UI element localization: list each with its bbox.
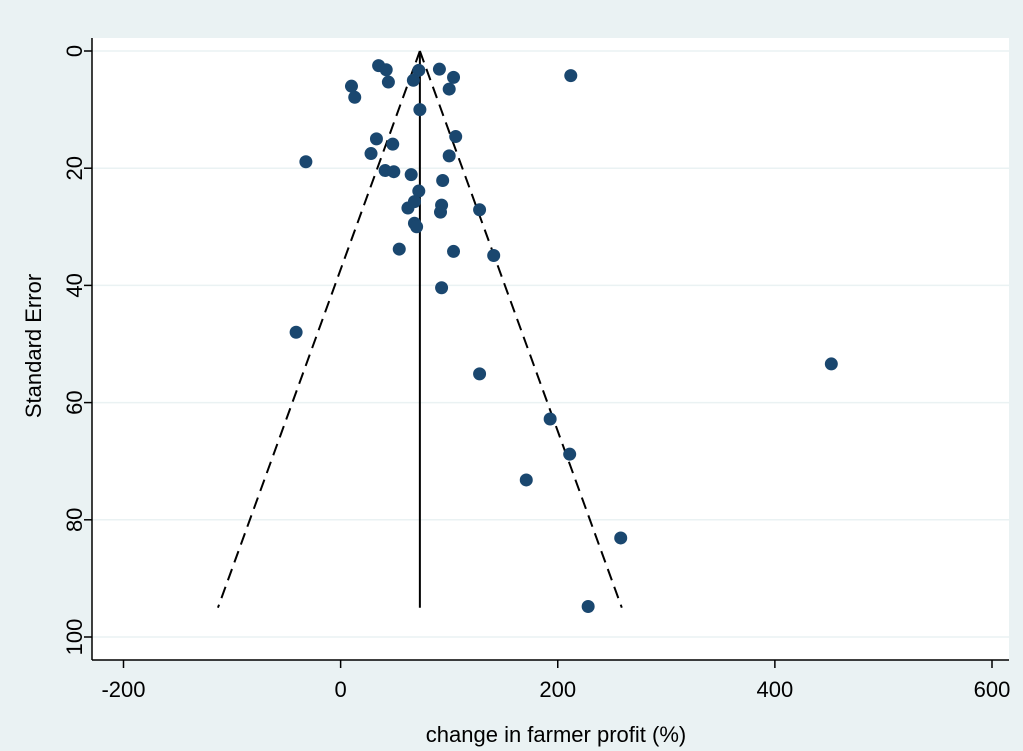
data-point	[564, 69, 578, 83]
data-point	[387, 165, 401, 179]
data-point	[406, 73, 420, 87]
x-axis: -200 0 200 400 600	[92, 659, 1011, 702]
data-point	[436, 174, 450, 188]
data-point	[447, 244, 461, 258]
data-point	[344, 79, 358, 93]
data-point	[581, 600, 595, 614]
x-tick-label: 600	[974, 677, 1011, 702]
x-tick-label: 0	[335, 677, 347, 702]
data-point	[392, 242, 406, 256]
x-tick-label: -200	[101, 677, 145, 702]
x-axis-title: change in farmer profit (%)	[426, 722, 686, 747]
y-tick-label: 80	[62, 508, 87, 532]
x-tick-label: 400	[757, 677, 794, 702]
data-point	[401, 201, 415, 215]
data-point	[614, 531, 628, 545]
data-point	[442, 82, 456, 96]
data-point	[473, 367, 487, 381]
y-axis-title: Standard Error	[21, 274, 46, 418]
y-tick-label: 100	[62, 619, 87, 656]
data-point	[824, 357, 838, 371]
funnel-right-bound	[418, 50, 623, 609]
data-point	[563, 447, 577, 461]
funnel-bounds	[217, 50, 623, 609]
y-tick-label: 60	[62, 390, 87, 414]
data-point	[410, 220, 424, 234]
data-point	[369, 132, 383, 146]
data-point	[381, 75, 395, 89]
data-point	[543, 412, 557, 426]
data-point	[434, 205, 448, 219]
data-point	[435, 281, 449, 295]
data-point	[386, 137, 400, 151]
data-point	[364, 147, 378, 161]
data-point	[348, 90, 362, 104]
y-tick-label: 40	[62, 273, 87, 297]
data-point	[412, 63, 426, 77]
data-point	[299, 155, 313, 169]
data-point	[413, 103, 427, 117]
data-point	[519, 473, 533, 487]
data-point	[473, 203, 487, 217]
data-point	[379, 63, 393, 77]
data-points	[289, 59, 838, 614]
data-point	[487, 249, 501, 263]
x-tick-label: 200	[539, 677, 576, 702]
y-tick-label: 0	[62, 45, 87, 57]
plot-area	[92, 38, 1009, 660]
y-axis: 0 20 40 60 80 100	[62, 38, 93, 660]
gridlines	[92, 50, 1009, 638]
data-point	[447, 70, 461, 84]
data-point	[289, 325, 303, 339]
y-tick-label: 20	[62, 156, 87, 180]
data-point	[404, 168, 418, 182]
data-point	[432, 62, 446, 76]
funnel-left-bound	[217, 50, 421, 609]
data-point	[412, 184, 426, 198]
data-point	[442, 149, 456, 163]
data-point	[449, 130, 463, 144]
